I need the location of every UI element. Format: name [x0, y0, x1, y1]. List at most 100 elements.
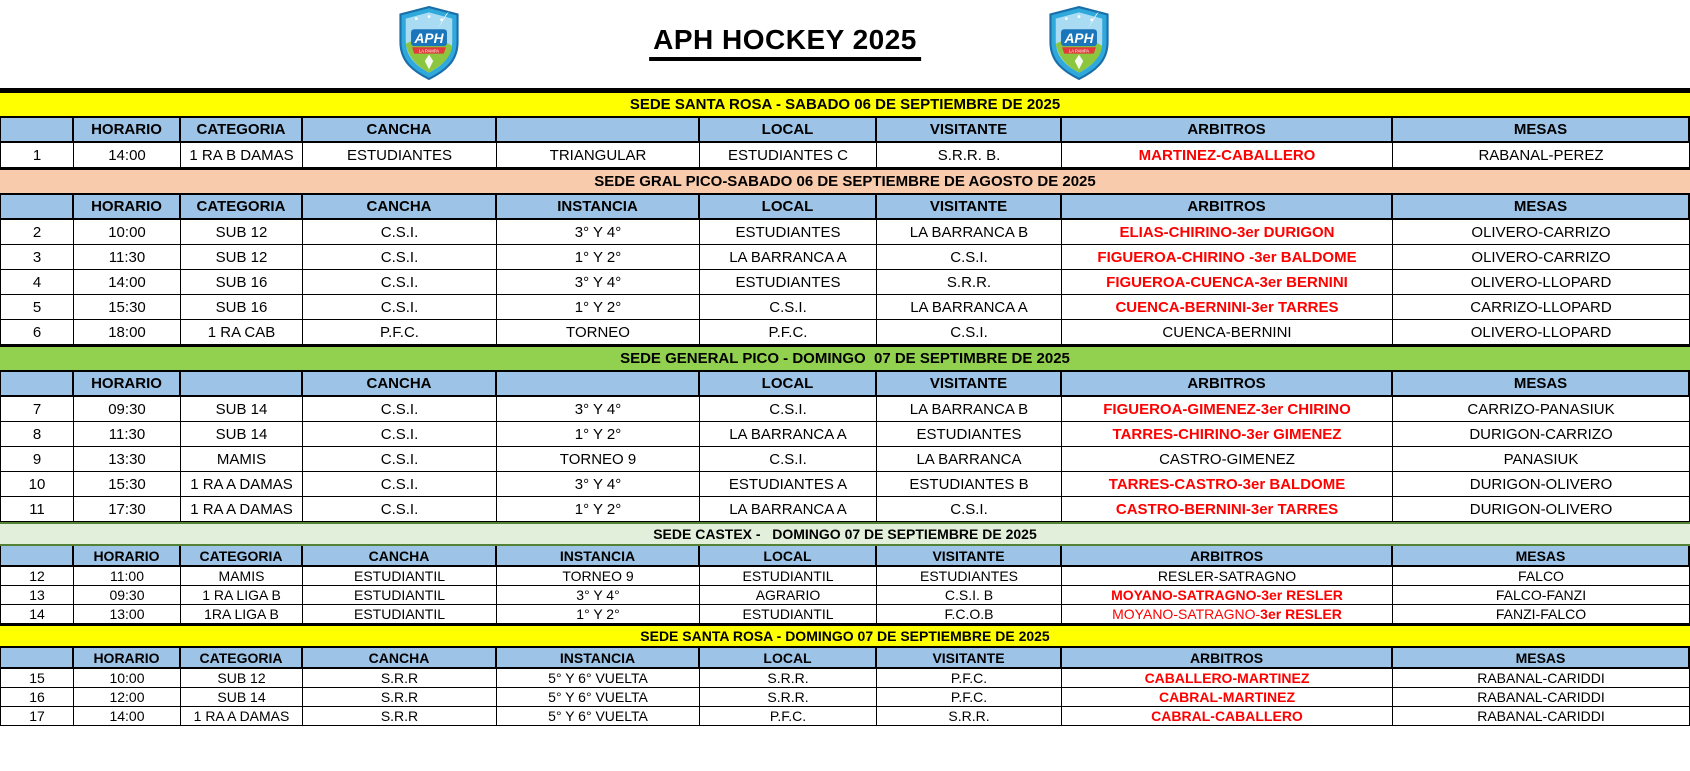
cell-arbitros: FIGUEROA-CHIRINO -3er BALDOME — [1062, 245, 1393, 270]
column-header-arbitros: ARBITROS — [1062, 546, 1393, 567]
cell-local: C.S.I. — [700, 447, 877, 472]
cell-num: 16 — [0, 688, 74, 707]
cell-cancha: S.R.R — [303, 669, 497, 688]
cell-instancia: 5° Y 6° VUELTA — [497, 707, 700, 726]
column-header-instancia: INSTANCIA — [497, 648, 700, 669]
cell-arbitros: CABRAL-CABALLERO — [1062, 707, 1393, 726]
schedule-row: 6 18:00 1 RA CAB P.F.C. TORNEO P.F.C. C.S.I. CU… — [0, 320, 1690, 345]
column-header-categoria: CATEGORIA — [181, 195, 303, 220]
cell-categoria: SUB 16 — [181, 270, 303, 295]
cell-local: S.R.R. — [700, 688, 877, 707]
cell-visitante: ESTUDIANTES B — [877, 472, 1062, 497]
column-header-row: HORARIO CANCHA LOCAL VISITANTE ARBITROS MESAS — [0, 372, 1690, 397]
cell-local: ESTUDIANTES C — [700, 143, 877, 168]
cell-categoria: 1 RA A DAMAS — [181, 497, 303, 522]
column-header-local: LOCAL — [700, 118, 877, 143]
cell-horario: 14:00 — [74, 143, 181, 168]
cell-instancia: 3° Y 4° — [497, 586, 700, 605]
logo-aph-text: APH — [414, 31, 445, 46]
cell-categoria: 1 RA A DAMAS — [181, 707, 303, 726]
column-header-horario: HORARIO — [74, 195, 181, 220]
cell-arbitros: FIGUEROA-GIMENEZ-3er CHIRINO — [1062, 397, 1393, 422]
cell-num: 7 — [0, 397, 74, 422]
cell-categoria: 1 RA LIGA B — [181, 586, 303, 605]
cell-local: ESTUDIANTES — [700, 270, 877, 295]
cell-cancha: ESTUDIANTIL — [303, 567, 497, 586]
cell-mesas: RABANAL-PEREZ — [1393, 143, 1690, 168]
column-header-visitante: VISITANTE — [877, 118, 1062, 143]
column-header-cancha: CANCHA — [303, 118, 497, 143]
cell-num: 11 — [0, 497, 74, 522]
schedule-row: 5 15:30 SUB 16 C.S.I. 1° Y 2° C.S.I. LA BARRAN… — [0, 295, 1690, 320]
schedule-row: 7 09:30 SUB 14 C.S.I. 3° Y 4° C.S.I. LA BARRAN… — [0, 397, 1690, 422]
cell-mesas: RABANAL-CARIDDI — [1393, 707, 1690, 726]
cell-local: LA BARRANCA A — [700, 497, 877, 522]
arbitros-text: CABRAL-CABALLERO — [1151, 708, 1303, 724]
schedule-section-1: SEDE GRAL PICO-SABADO 06 DE SEPTIEMBRE D… — [0, 168, 1690, 345]
cell-horario: 11:30 — [74, 245, 181, 270]
cell-local: LA BARRANCA A — [700, 422, 877, 447]
arbitros-text: 3er RESLER — [1260, 606, 1342, 622]
cell-horario: 11:30 — [74, 422, 181, 447]
cell-horario: 10:00 — [74, 220, 181, 245]
cell-horario: 13:00 — [74, 605, 181, 624]
column-header-categoria: CATEGORIA — [181, 118, 303, 143]
schedule-table: SEDE SANTA ROSA - SABADO 06 DE SEPTIEMBR… — [0, 88, 1690, 726]
section-banner-text: SEDE SANTA ROSA - SABADO 06 DE SEPTIEMBR… — [629, 96, 1061, 113]
cell-instancia: 1° Y 2° — [497, 245, 700, 270]
column-header-cancha: CANCHA — [303, 546, 497, 567]
column-header-mesas: MESAS — [1393, 546, 1690, 567]
cell-cancha: ESTUDIANTIL — [303, 605, 497, 624]
column-header-cancha: CANCHA — [303, 372, 497, 397]
section-banner-text: SEDE SANTA ROSA - DOMINGO 07 DE SEPTIEMB… — [640, 628, 1050, 644]
section-banner-text: SEDE GRAL PICO-SABADO 06 DE SEPTIEMBRE D… — [594, 173, 1096, 190]
logo-ribbon-text: LA PAMPA — [419, 49, 439, 54]
column-header-cancha: CANCHA — [303, 195, 497, 220]
cell-cancha: ESTUDIANTIL — [303, 586, 497, 605]
cell-local: ESTUDIANTIL — [700, 567, 877, 586]
column-header-arbitros: ARBITROS — [1062, 648, 1393, 669]
cell-cancha: S.R.R — [303, 688, 497, 707]
cell-arbitros: TARRES-CASTRO-3er BALDOME — [1062, 472, 1393, 497]
arbitros-text: CABALLERO-MARTINEZ — [1144, 670, 1310, 686]
column-header-mesas: MESAS — [1393, 195, 1690, 220]
section-banner: SEDE GENERAL PICO - DOMINGO 07 DE SEPTIM… — [0, 345, 1690, 372]
cell-horario: 09:30 — [74, 397, 181, 422]
schedule-row: 15 10:00 SUB 12 S.R.R 5° Y 6° VUELTA S.R.R. P.… — [0, 669, 1690, 688]
cell-mesas: OLIVERO-LLOPARD — [1393, 320, 1690, 345]
page-title: APH HOCKEY 2025 — [649, 24, 921, 61]
cell-num: 1 — [0, 143, 74, 168]
cell-arbitros: CASTRO-BERNINI-3er TARRES — [1062, 497, 1393, 522]
cell-mesas: OLIVERO-LLOPARD — [1393, 270, 1690, 295]
schedule-row: 3 11:30 SUB 12 C.S.I. 1° Y 2° LA BARRANCA A C.… — [0, 245, 1690, 270]
cell-visitante: S.R.R. B. — [877, 143, 1062, 168]
cell-mesas: FALCO — [1393, 567, 1690, 586]
cell-local: C.S.I. — [700, 397, 877, 422]
cell-instancia: 1° Y 2° — [497, 295, 700, 320]
schedule-row: 1 14:00 1 RA B DAMAS ESTUDIANTES TRIANGULAR E… — [0, 143, 1690, 168]
cell-horario: 13:30 — [74, 447, 181, 472]
column-header-row: HORARIO CATEGORIA CANCHA INSTANCIA LOCAL VISI… — [0, 546, 1690, 567]
cell-local: S.R.R. — [700, 669, 877, 688]
schedule-row: 14 13:00 1RA LIGA B ESTUDIANTIL 1° Y 2° ESTUD… — [0, 605, 1690, 624]
cell-mesas: DURIGON-CARRIZO — [1393, 422, 1690, 447]
section-banner: SEDE GRAL PICO-SABADO 06 DE SEPTIEMBRE D… — [0, 168, 1690, 195]
column-header-local: LOCAL — [700, 648, 877, 669]
column-header-blank — [0, 372, 74, 397]
schedule-row: 12 11:00 MAMIS ESTUDIANTIL TORNEO 9 ESTUDIANT… — [0, 567, 1690, 586]
cell-categoria: 1RA LIGA B — [181, 605, 303, 624]
cell-arbitros: ELIAS-CHIRINO-3er DURIGON — [1062, 220, 1393, 245]
column-header-visitante: VISITANTE — [877, 648, 1062, 669]
cell-visitante: C.S.I. — [877, 497, 1062, 522]
cell-num: 2 — [0, 220, 74, 245]
cell-categoria: SUB 14 — [181, 422, 303, 447]
aph-club-logo-icon: APH LA PAMPA — [399, 6, 459, 80]
cell-num: 8 — [0, 422, 74, 447]
cell-num: 17 — [0, 707, 74, 726]
cell-horario: 15:30 — [74, 295, 181, 320]
cell-visitante: ESTUDIANTES — [877, 422, 1062, 447]
column-header-horario: HORARIO — [74, 118, 181, 143]
cell-local: P.F.C. — [700, 707, 877, 726]
arbitros-text: MOYANO-SATRAGNO-3er RESLER — [1111, 587, 1343, 603]
cell-mesas: DURIGON-OLIVERO — [1393, 472, 1690, 497]
